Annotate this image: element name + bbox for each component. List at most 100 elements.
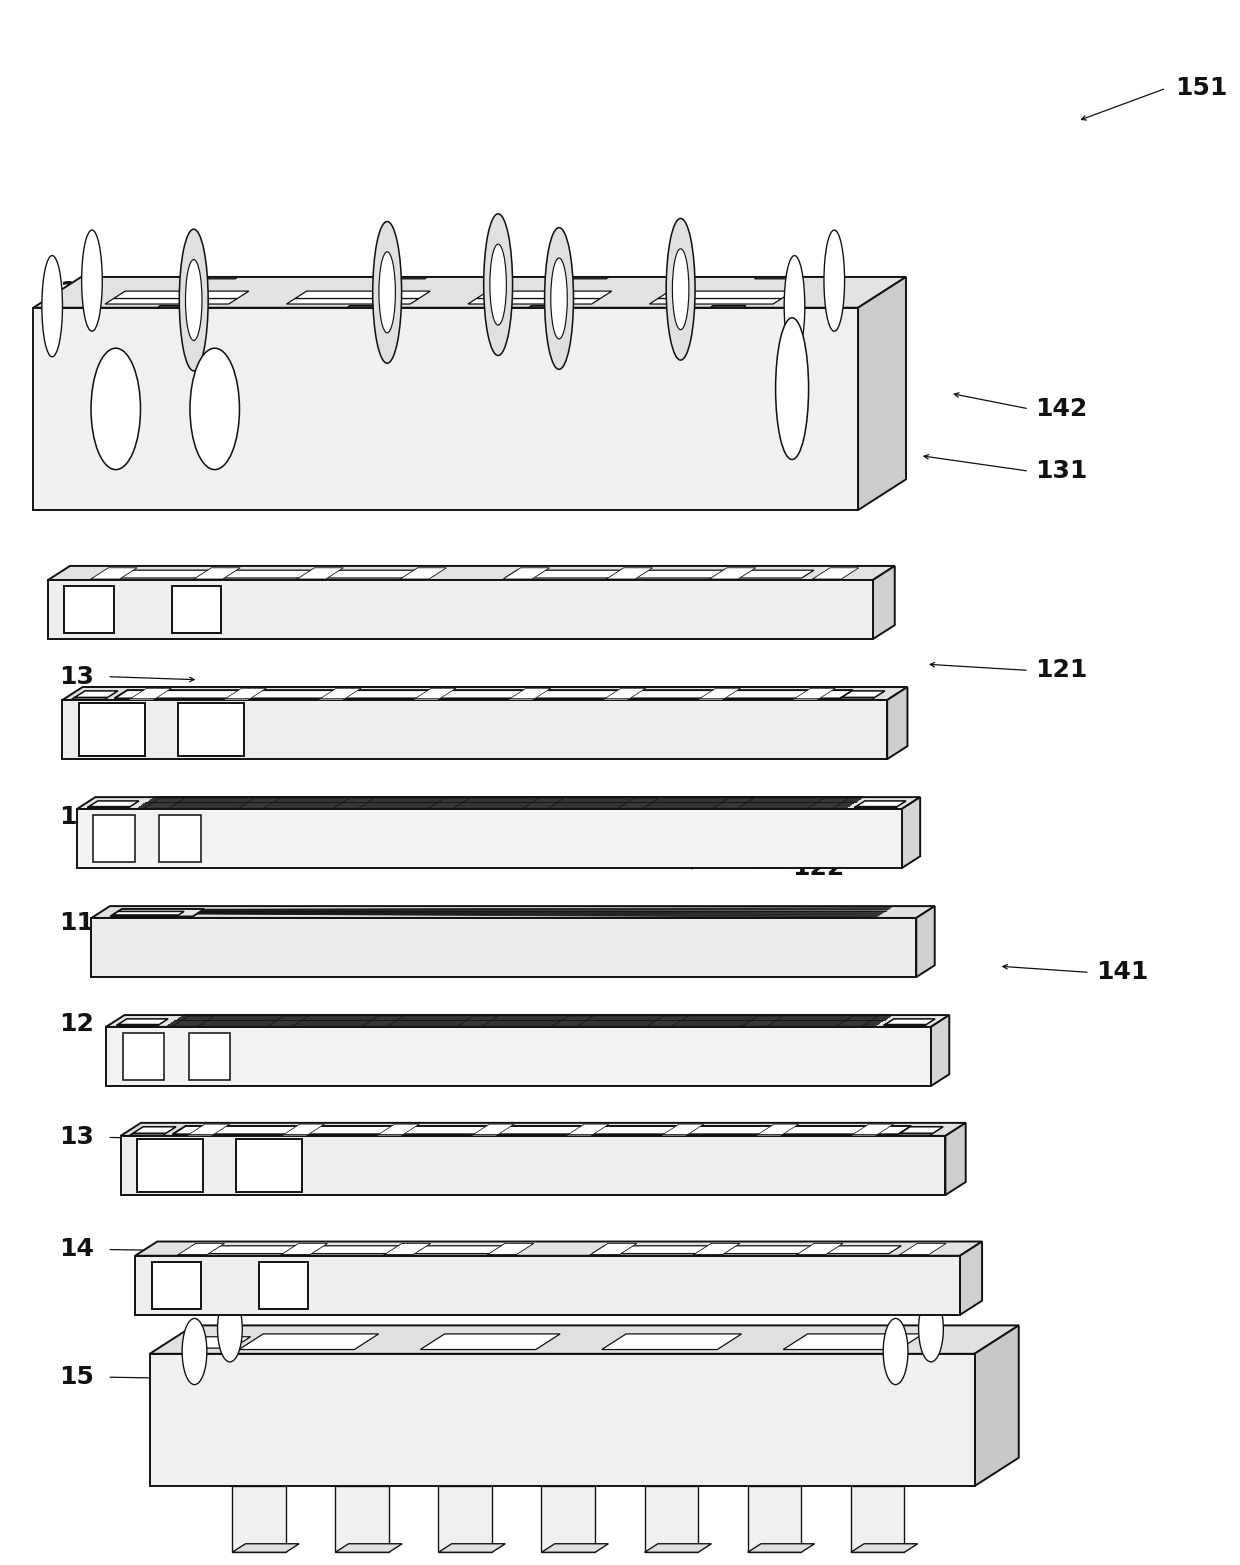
- Polygon shape: [901, 797, 920, 869]
- Ellipse shape: [666, 219, 696, 360]
- Polygon shape: [113, 911, 184, 916]
- Text: 142: 142: [1035, 398, 1087, 421]
- Polygon shape: [74, 690, 118, 698]
- Polygon shape: [900, 1127, 944, 1133]
- Polygon shape: [286, 299, 419, 304]
- Polygon shape: [150, 1354, 975, 1487]
- Text: 131: 131: [1035, 459, 1087, 484]
- Polygon shape: [110, 909, 205, 917]
- Polygon shape: [123, 1033, 164, 1080]
- Polygon shape: [429, 798, 469, 808]
- Text: 13: 13: [60, 665, 94, 689]
- Ellipse shape: [484, 214, 512, 355]
- Polygon shape: [476, 291, 611, 299]
- Ellipse shape: [373, 222, 402, 363]
- Text: 13: 13: [60, 1125, 94, 1149]
- Polygon shape: [107, 1016, 950, 1027]
- Polygon shape: [590, 1243, 637, 1255]
- Polygon shape: [114, 690, 853, 698]
- Polygon shape: [135, 1255, 960, 1315]
- Text: 151: 151: [1174, 77, 1228, 100]
- Polygon shape: [619, 798, 658, 808]
- Polygon shape: [510, 689, 551, 698]
- Polygon shape: [487, 1243, 533, 1255]
- Polygon shape: [150, 1326, 1019, 1354]
- Polygon shape: [593, 1246, 901, 1254]
- Ellipse shape: [190, 347, 239, 470]
- Polygon shape: [663, 1124, 704, 1135]
- Polygon shape: [439, 1487, 492, 1552]
- Polygon shape: [931, 1016, 950, 1086]
- Text: 14: 14: [60, 1238, 94, 1261]
- Polygon shape: [335, 1543, 402, 1552]
- Polygon shape: [144, 798, 185, 808]
- Polygon shape: [239, 1333, 378, 1349]
- Polygon shape: [851, 1487, 904, 1552]
- Polygon shape: [298, 568, 343, 579]
- Polygon shape: [284, 1124, 325, 1135]
- Polygon shape: [647, 1016, 688, 1027]
- Ellipse shape: [919, 1296, 944, 1362]
- Polygon shape: [320, 689, 361, 698]
- Polygon shape: [748, 1487, 801, 1552]
- Polygon shape: [378, 1124, 419, 1135]
- Polygon shape: [873, 567, 895, 639]
- Ellipse shape: [551, 258, 567, 340]
- Polygon shape: [33, 277, 906, 308]
- Polygon shape: [748, 1543, 815, 1552]
- Polygon shape: [851, 1543, 918, 1552]
- Polygon shape: [171, 585, 221, 634]
- Polygon shape: [64, 585, 114, 634]
- Polygon shape: [120, 1136, 945, 1196]
- Polygon shape: [542, 1543, 609, 1552]
- Polygon shape: [135, 1241, 982, 1255]
- Ellipse shape: [91, 347, 140, 470]
- Polygon shape: [601, 1333, 742, 1349]
- Polygon shape: [693, 1243, 740, 1255]
- Polygon shape: [645, 1487, 698, 1552]
- Polygon shape: [885, 1019, 935, 1025]
- Polygon shape: [795, 689, 836, 698]
- Text: 121: 121: [1035, 659, 1087, 682]
- Polygon shape: [77, 809, 901, 869]
- Polygon shape: [858, 277, 906, 510]
- Polygon shape: [232, 1543, 299, 1552]
- Polygon shape: [856, 801, 906, 806]
- Polygon shape: [130, 1133, 166, 1135]
- Polygon shape: [758, 1124, 799, 1135]
- Text: 15: 15: [60, 1365, 94, 1390]
- Polygon shape: [232, 1487, 285, 1552]
- Text: 12: 12: [60, 1013, 94, 1036]
- Polygon shape: [48, 581, 873, 639]
- Polygon shape: [89, 801, 139, 806]
- Ellipse shape: [182, 1318, 207, 1385]
- Polygon shape: [553, 1016, 593, 1027]
- Ellipse shape: [42, 255, 62, 357]
- Polygon shape: [295, 291, 430, 299]
- Ellipse shape: [217, 1296, 242, 1362]
- Ellipse shape: [784, 255, 805, 357]
- Polygon shape: [33, 308, 858, 510]
- Polygon shape: [184, 1337, 250, 1347]
- Polygon shape: [160, 815, 201, 862]
- Polygon shape: [503, 568, 549, 579]
- Polygon shape: [474, 1124, 515, 1135]
- Polygon shape: [420, 1333, 560, 1349]
- Ellipse shape: [82, 230, 102, 332]
- Polygon shape: [120, 1122, 966, 1136]
- Polygon shape: [887, 687, 908, 759]
- Text: 141: 141: [1096, 961, 1148, 984]
- Polygon shape: [523, 798, 564, 808]
- Ellipse shape: [883, 1318, 908, 1385]
- Ellipse shape: [379, 252, 396, 333]
- Ellipse shape: [672, 249, 689, 330]
- Polygon shape: [174, 1016, 213, 1027]
- Polygon shape: [960, 1241, 982, 1315]
- Polygon shape: [193, 568, 241, 579]
- Polygon shape: [384, 1243, 430, 1255]
- Ellipse shape: [186, 260, 202, 341]
- Polygon shape: [118, 1019, 169, 1025]
- Text: 11: 11: [60, 911, 94, 934]
- Polygon shape: [713, 798, 754, 808]
- Polygon shape: [93, 815, 135, 862]
